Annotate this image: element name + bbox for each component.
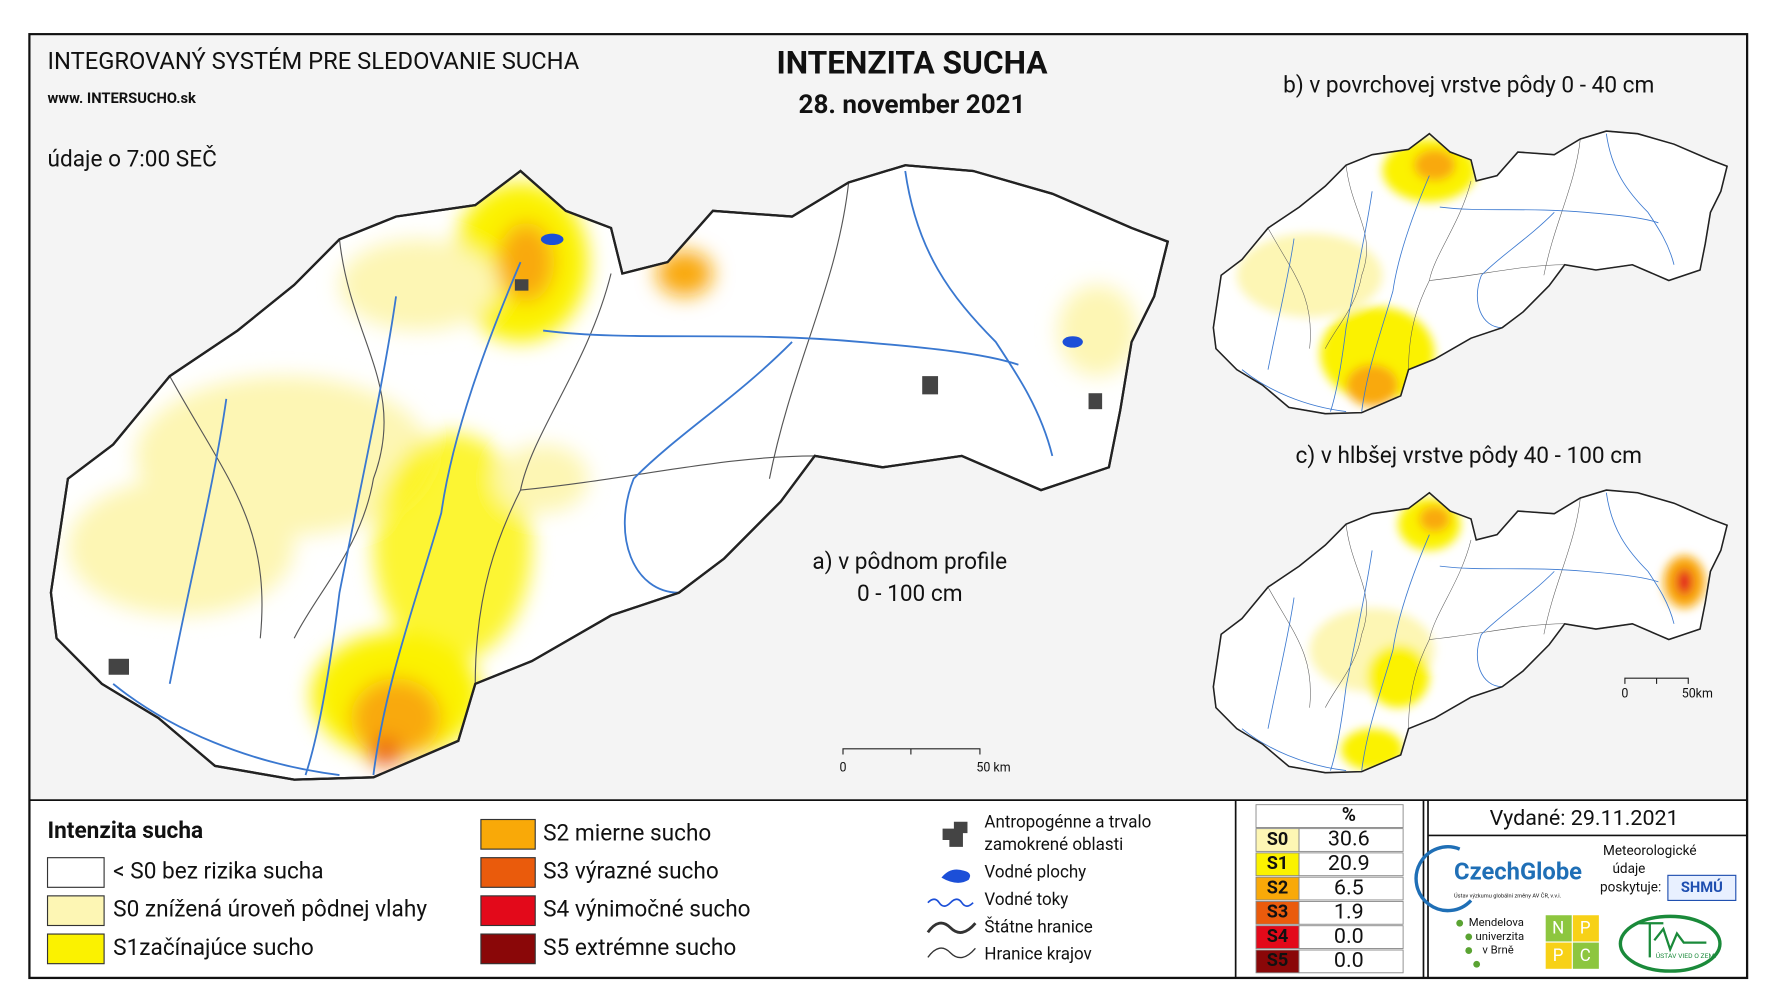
symbol-urban (942, 821, 968, 847)
map-a-label: 0 - 100 cm (857, 580, 963, 607)
legend-label: S2 mierne sucho (543, 819, 711, 846)
website: www. INTERSUCHO.sk (48, 89, 197, 107)
symbol-label: Vodné plochy (984, 863, 1086, 883)
legend-swatch (480, 857, 536, 888)
legend-label: S5 extrémne sucho (543, 934, 736, 961)
stats-grid (1255, 804, 1404, 828)
issued-date: Vydané: 29.11.2021 (1490, 806, 1679, 831)
legend-swatch (46, 895, 105, 927)
symbol-state-border (926, 921, 977, 934)
npc-letter: P (1580, 918, 1591, 938)
stats-value: 6.5 (1334, 875, 1364, 900)
symbol-water-body (941, 869, 971, 883)
shmu-name: SHMÚ (1681, 878, 1723, 896)
date: 28. november 2021 (799, 90, 1026, 120)
stats-class: S0 (1267, 829, 1289, 850)
legend-swatch (480, 818, 536, 850)
scale-label: 50 km (976, 760, 1010, 775)
npc-letter: C (1580, 946, 1591, 966)
legend-label: S0 znížená úroveň pôdnej vlahy (113, 896, 427, 923)
stats-value-cell (1298, 949, 1404, 974)
symbol-label: Antropogénne a trvalo (984, 812, 1151, 832)
legend-label: S1začínajúce sucho (113, 934, 314, 961)
map-c-label: c) v hlbšej vrstve pôdy 40 - 100 cm (1296, 442, 1642, 469)
czechglobe-sub: Ústav výzkumu globální změny AV ČR, v.v.… (1454, 892, 1562, 899)
map-b-label: b) v povrchovej vrstve pôdy 0 - 40 cm (1283, 72, 1654, 99)
czechglobe-name: CzechGlobe (1454, 857, 1582, 885)
meteo-note: údaje (1612, 861, 1645, 877)
legend-title: Intenzita sucha (48, 817, 204, 844)
stats-value-cell (1298, 925, 1404, 949)
legend-label: S3 výrazné sucho (543, 857, 719, 884)
mendel-logo: Mendelova univerzita v Brně (1456, 915, 1525, 968)
stats-value-cell (1298, 828, 1404, 852)
stats-value: 30.6 (1328, 827, 1370, 852)
stats-value: 1.9 (1334, 899, 1364, 924)
npc-logo: N P P C (1545, 915, 1599, 969)
uvz-name: ÚSTAV VIED O ZEMI (1656, 951, 1717, 960)
npc-letter: N (1552, 918, 1564, 938)
symbol-label: Štátne hranice (984, 916, 1092, 937)
map-c (1212, 489, 1728, 774)
map-a-label: a) v pôdnom profile (812, 548, 1007, 575)
stats-value: 20.9 (1328, 851, 1370, 876)
stats-class: S2 (1267, 877, 1289, 898)
stats-value-cell (1298, 900, 1404, 925)
czechglobe-logo: CzechGlobe Ústav výzkumu globální změny … (1414, 845, 1582, 913)
scale-bar (842, 748, 981, 755)
stats-header: % (1342, 803, 1356, 826)
stats-value: 0.0 (1334, 948, 1364, 973)
stats-class: S5 (1267, 950, 1289, 971)
stats-class: S1 (1267, 853, 1289, 874)
stats-class: S4 (1267, 926, 1289, 947)
legend-swatch (480, 895, 536, 927)
scale-label: 0 (1621, 686, 1628, 701)
symbol-region-border (927, 947, 976, 959)
symbol-river (927, 898, 974, 907)
mendel-text: Mendelova (1469, 915, 1524, 929)
npc-letter: P (1553, 946, 1564, 966)
scale-label: 0 (839, 760, 846, 775)
shmu-logo (1667, 874, 1737, 901)
legend-label: < S0 bez rizika sucha (113, 857, 323, 884)
scale-label: 50km (1682, 686, 1713, 701)
legend-swatch (46, 933, 105, 965)
legend-swatch (46, 857, 105, 888)
main-title: INTENZITA SUCHA (776, 44, 1048, 81)
meteo-note: poskytuje: (1600, 879, 1661, 895)
mendel-text: v Brně (1482, 943, 1513, 957)
system-name: INTEGROVANÝ SYSTÉM PRE SLEDOVANIE SUCHA (48, 47, 580, 75)
stats-class: S3 (1267, 902, 1289, 923)
symbol-label: Hranice krajov (984, 945, 1091, 965)
stats-value-cell (1298, 852, 1404, 877)
scale-bar (1624, 677, 1689, 684)
mendel-text: univerzita (1476, 929, 1525, 943)
stats-value-cell (1298, 876, 1404, 901)
uvz-logo: ÚSTAV VIED O ZEMI (1618, 914, 1722, 973)
legend-label: S4 výnimočné sucho (543, 896, 750, 923)
symbol-label: Vodné toky (984, 890, 1068, 910)
time-note: údaje o 7:00 SEČ (48, 146, 217, 173)
map-a (49, 164, 1169, 781)
meteo-note: Meteorologické (1603, 843, 1697, 859)
map-b (1212, 130, 1728, 415)
stats-value: 0.0 (1334, 924, 1364, 949)
legend-swatch (480, 933, 536, 965)
symbol-label: zamokrené oblasti (984, 835, 1123, 855)
